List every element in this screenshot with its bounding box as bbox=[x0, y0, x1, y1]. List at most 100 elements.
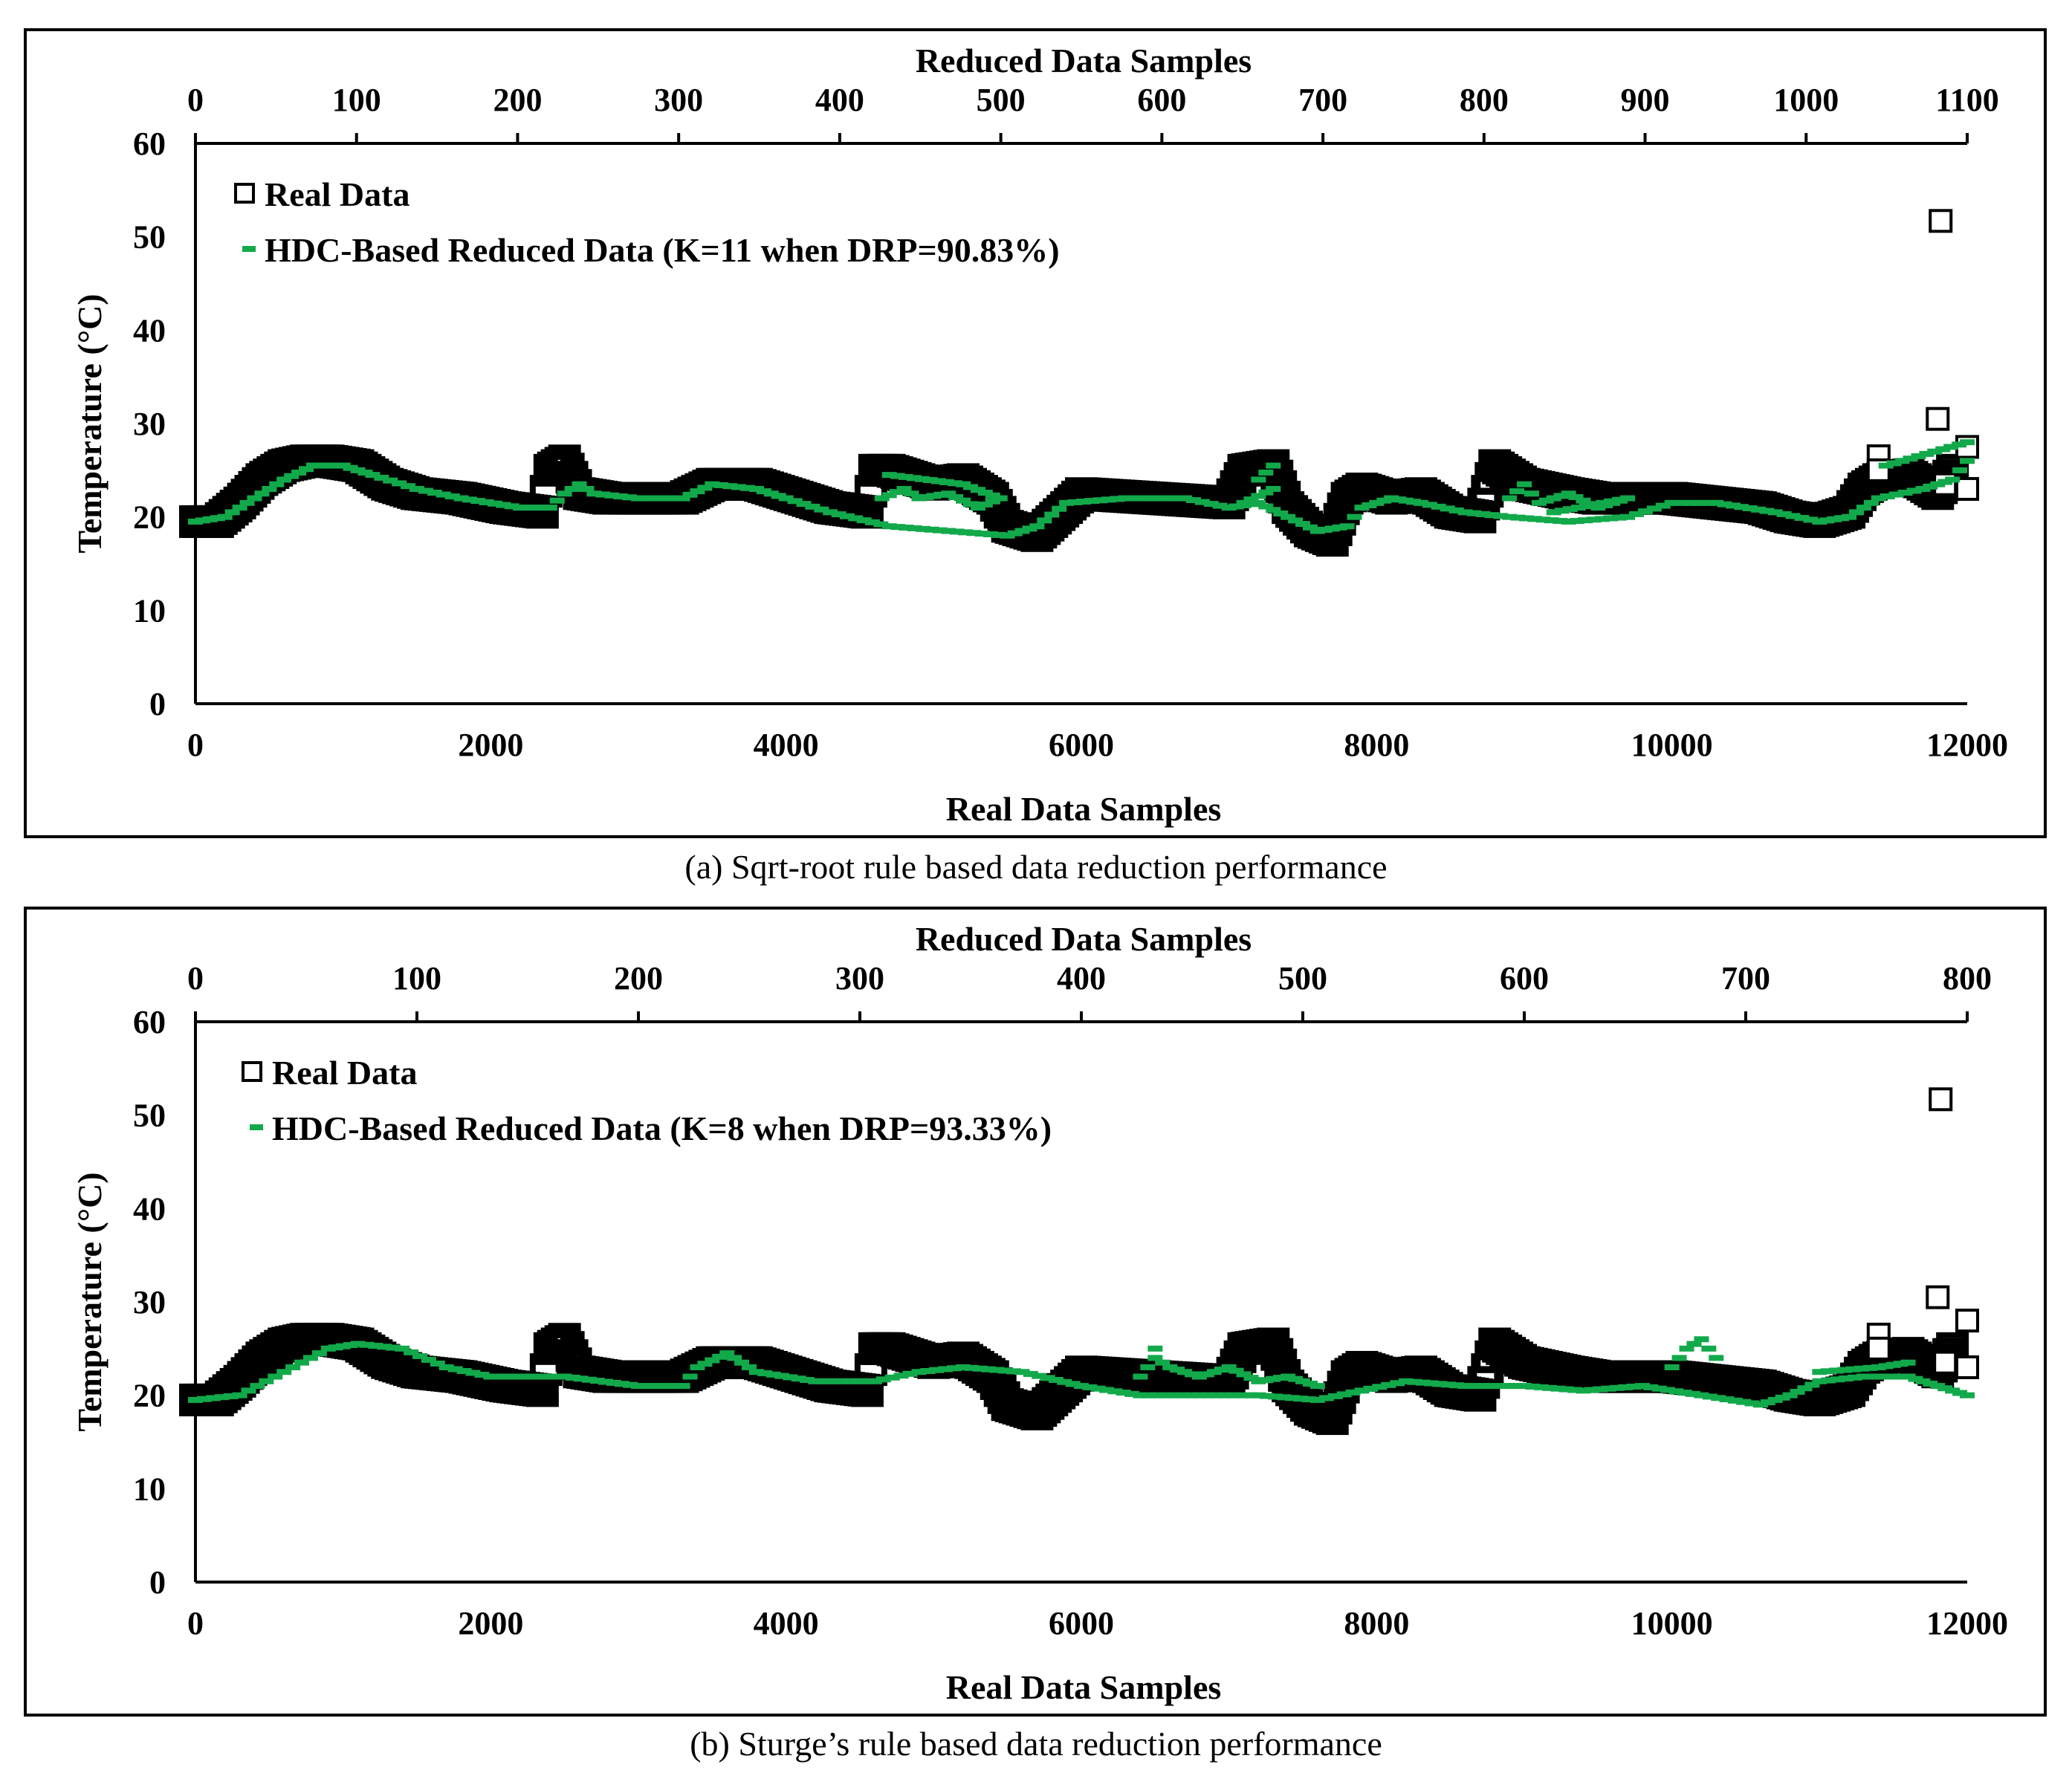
panel-a-reduced-point bbox=[1742, 505, 1758, 511]
panel-a-reduced-point bbox=[1152, 495, 1168, 502]
panel-a-reduced-point bbox=[1101, 496, 1116, 503]
panel-b-reduced-point bbox=[1839, 1375, 1854, 1382]
panel-b-reduced-point bbox=[1381, 1381, 1396, 1388]
panel-b-reduced-point bbox=[1309, 1383, 1325, 1390]
panel-b-reduced-point bbox=[682, 1373, 698, 1380]
panel-b-reduced-point bbox=[1309, 1396, 1325, 1403]
panel-b-reduced-point bbox=[1702, 1393, 1718, 1400]
panel-a-bottom-tick-label: 4000 bbox=[754, 727, 819, 763]
panel-a-real-point bbox=[1955, 476, 1979, 501]
panel-b-reduced-point bbox=[276, 1369, 292, 1375]
panel-b-real-point bbox=[1866, 1336, 1891, 1361]
panel-b-reduced-point bbox=[1609, 1384, 1625, 1391]
panel-a-reduced-point bbox=[1258, 503, 1274, 510]
panel-a-reduced-point bbox=[365, 472, 381, 479]
panel-a-reduced-point bbox=[1236, 499, 1252, 506]
panel-a-top-tick-label: 1100 bbox=[1935, 82, 1999, 118]
panel-a-reduced-point bbox=[217, 513, 233, 520]
panel-b-reduced-point bbox=[956, 1364, 971, 1370]
panel-b-reduced-point bbox=[1345, 1389, 1361, 1396]
panel-b-bottom-tick-label: 8000 bbox=[1344, 1605, 1409, 1641]
panel-b-reduced-point bbox=[757, 1370, 773, 1377]
panel-a-reduced-point bbox=[284, 473, 300, 479]
panel-b-reduced-point bbox=[1542, 1384, 1558, 1391]
panel-b-real-point bbox=[1926, 1285, 1950, 1309]
panel-b-reduced-point bbox=[1845, 1366, 1861, 1372]
panel-b-reduced-point bbox=[1671, 1355, 1687, 1361]
panel-a-reduced-point bbox=[1751, 506, 1767, 513]
panel-a-reduced-point bbox=[1126, 495, 1142, 502]
panel-a-reduced-point bbox=[564, 485, 580, 492]
panel-a-reduced-point bbox=[1509, 488, 1525, 495]
panel-a-reduced-point bbox=[1535, 516, 1551, 523]
panel-b-reduced-point bbox=[1821, 1377, 1836, 1384]
panel-a-reduced-point bbox=[1562, 506, 1578, 513]
panel-a-reduced-point bbox=[1612, 496, 1628, 503]
panel-b-reduced-point bbox=[1301, 1396, 1317, 1403]
panel-a-reduced-point bbox=[1258, 469, 1274, 476]
panel-b-chart: Reduced Data Samples 0 100 200 300 400 500 600… bbox=[24, 907, 2047, 1717]
panel-b-reduced-point bbox=[1226, 1392, 1241, 1399]
panel-b-reduced-point bbox=[1829, 1367, 1845, 1374]
panel-b-bottom-tick-label: 0 bbox=[187, 1605, 204, 1641]
panel-b-reduced-point bbox=[1856, 1373, 1871, 1380]
panel-a-reduced-point bbox=[239, 499, 255, 506]
panel-a-reduced-point bbox=[291, 469, 307, 476]
panel-a-reduced-point bbox=[1878, 462, 1894, 469]
panel-b-reduced-point bbox=[1175, 1392, 1191, 1399]
panel-b-legend: Real Data HDC-Based Reduced Data (K=8 wh… bbox=[242, 1054, 1052, 1147]
panel-a-reduced-point bbox=[1578, 517, 1593, 524]
panel-b-top-tick-label: 600 bbox=[1500, 960, 1549, 996]
panel-a-reduced-point bbox=[1553, 518, 1568, 525]
panel-a-reduced-point bbox=[722, 483, 738, 490]
panel-a-reduced-point bbox=[1448, 507, 1464, 513]
panel-b-y-tick-label: 50 bbox=[133, 1098, 166, 1134]
panel-b-reduced-point bbox=[920, 1367, 936, 1374]
panel-b-reduced-point bbox=[1440, 1381, 1456, 1388]
panel-b-reduced-point bbox=[1006, 1368, 1022, 1375]
panel-b-reduced-point bbox=[250, 1383, 265, 1390]
panel-a-reduced-point bbox=[1586, 516, 1602, 523]
panel-a-reduced-point bbox=[604, 492, 620, 499]
panel-a-reduced-point bbox=[1288, 517, 1304, 524]
panel-b-reduced-point bbox=[808, 1378, 823, 1384]
panel-a-reduced-point bbox=[427, 489, 442, 496]
panel-a-reduced-point bbox=[916, 525, 931, 532]
panel-b-reduced-point bbox=[947, 1365, 962, 1372]
panel-a-reduced-point bbox=[890, 473, 905, 479]
panel-b-reduced-point bbox=[1593, 1386, 1608, 1393]
panel-a-reduced-point bbox=[1587, 501, 1602, 508]
panel-a-reduced-point bbox=[1075, 499, 1091, 505]
panel-b-reduced-point bbox=[858, 1378, 874, 1384]
panel-b-reduced-point bbox=[499, 1373, 515, 1380]
panel-a-reduced-point bbox=[557, 490, 572, 497]
panel-b-reduced-point bbox=[833, 1378, 849, 1384]
panel-a-reduced-point bbox=[956, 497, 971, 504]
panel-a-reduced-point bbox=[1691, 499, 1706, 506]
panel-a-reduced-point bbox=[939, 479, 954, 485]
panel-a-reduced-point bbox=[1029, 523, 1045, 530]
panel-a-reduced-point bbox=[1185, 497, 1201, 504]
panel-a-y-tick-label: 50 bbox=[133, 219, 166, 256]
panel-b-top-tick-label: 700 bbox=[1721, 960, 1770, 996]
panel-a-reduced-point bbox=[1952, 441, 1967, 448]
panel-b-reduced-point bbox=[1372, 1384, 1388, 1390]
panel-b-reduced-data-series bbox=[188, 1336, 1975, 1408]
panel-a-reduced-point bbox=[1527, 516, 1543, 522]
panel-b-reduced-point bbox=[1449, 1382, 1465, 1389]
panel-b-reduced-point bbox=[742, 1364, 757, 1370]
panel-a-reduced-point bbox=[1906, 487, 1922, 494]
panel-a-reduced-point bbox=[991, 531, 1007, 538]
panel-b-reduced-point bbox=[989, 1367, 1005, 1373]
panel-b-reduced-point bbox=[981, 1366, 997, 1372]
panel-a-reduced-point bbox=[1603, 498, 1619, 505]
panel-b-bottom-tick-label: 12000 bbox=[1926, 1605, 2008, 1641]
panel-b-reduced-point bbox=[1133, 1392, 1148, 1399]
panel-a-bottom-tick-label: 6000 bbox=[1049, 727, 1114, 763]
panel-a-reduced-point bbox=[631, 495, 646, 502]
panel-b-reduced-point bbox=[1865, 1373, 1880, 1380]
panel-a-reduced-point bbox=[1510, 514, 1526, 521]
panel-a-reduced-point bbox=[383, 477, 398, 484]
panel-b-reduced-point bbox=[1399, 1378, 1414, 1384]
panel-b-reduced-point bbox=[1074, 1383, 1089, 1390]
